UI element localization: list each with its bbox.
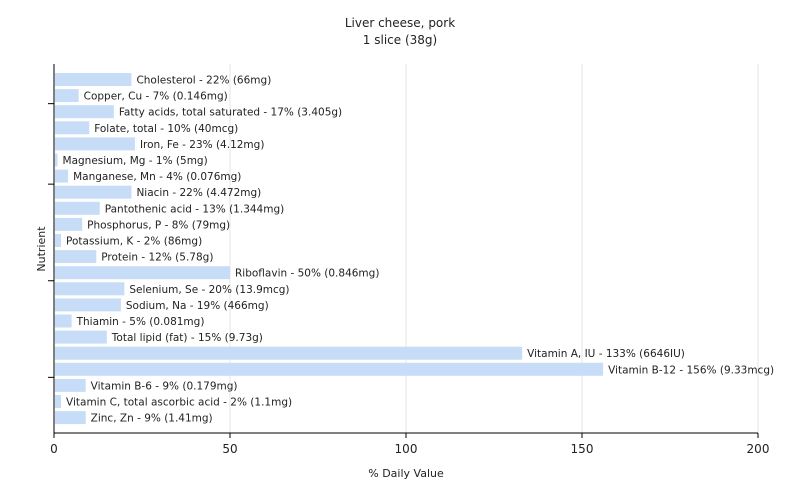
bar-label-20: Vitamin C, total ascorbic acid - 2% (1.1… <box>66 397 292 409</box>
bar-6 <box>55 169 69 183</box>
bar-2 <box>55 105 114 119</box>
bar-15 <box>55 314 72 328</box>
bar-5 <box>55 153 58 167</box>
x-axis-title: % Daily Value <box>368 467 444 480</box>
bar-label-16: Total lipid (fat) - 15% (9.73g) <box>111 332 263 344</box>
bar-8 <box>55 201 100 215</box>
bar-18 <box>55 362 604 376</box>
bar-7 <box>55 185 132 199</box>
x-tick-label-3: 150 <box>571 442 594 456</box>
bar-label-18: Vitamin B-12 - 156% (9.33mcg) <box>608 364 774 376</box>
bar-12 <box>55 266 230 280</box>
bar-14 <box>55 298 121 312</box>
bar-label-6: Manganese, Mn - 4% (0.076mg) <box>73 171 241 183</box>
bar-0 <box>55 73 132 86</box>
bar-label-15: Thiamin - 5% (0.081mg) <box>76 316 205 328</box>
bar-label-14: Sodium, Na - 19% (466mg) <box>126 300 269 312</box>
x-tick-label-1: 50 <box>222 442 237 456</box>
bar-3 <box>55 121 90 135</box>
chart-title: Liver cheese, pork <box>345 16 455 30</box>
bar-label-7: Niacin - 22% (4.472mg) <box>136 187 261 199</box>
bar-1 <box>55 89 79 103</box>
bar-20 <box>55 395 62 408</box>
bar-label-10: Potassium, K - 2% (86mg) <box>66 236 202 248</box>
y-axis-title: Nutrient <box>35 226 48 272</box>
bar-label-5: Magnesium, Mg - 1% (5mg) <box>63 155 208 167</box>
bar-label-1: Copper, Cu - 7% (0.146mg) <box>84 91 228 103</box>
bar-10 <box>55 234 62 247</box>
bar-9 <box>55 217 83 231</box>
bar-label-8: Pantothenic acid - 13% (1.344mg) <box>105 203 284 215</box>
bar-label-17: Vitamin A, IU - 133% (6646IU) <box>527 348 685 360</box>
bar-label-13: Selenium, Se - 20% (13.9mcg) <box>129 284 289 296</box>
x-tick-label-4: 200 <box>747 442 770 456</box>
bar-21 <box>55 411 86 425</box>
bar-17 <box>55 346 523 360</box>
bar-label-4: Iron, Fe - 23% (4.12mg) <box>140 139 264 151</box>
bar-16 <box>55 330 107 344</box>
bar-19 <box>55 378 86 392</box>
bar-11 <box>55 250 97 264</box>
x-tick-label-0: 0 <box>50 442 58 456</box>
bar-label-9: Phosphorus, P - 8% (79mg) <box>87 219 230 231</box>
bar-label-12: Riboflavin - 50% (0.846mg) <box>235 268 379 280</box>
bar-4 <box>55 137 135 151</box>
axes: 0 50 100 150 200 <box>48 64 769 456</box>
bar-label-19: Vitamin B-6 - 9% (0.179mg) <box>91 380 238 392</box>
chart-subtitle: 1 slice (38g) <box>363 33 437 47</box>
bars: Cholesterol - 22% (66mg) Copper, Cu - 7% … <box>55 73 774 425</box>
bar-label-0: Cholesterol - 22% (66mg) <box>136 75 271 87</box>
bar-label-21: Zinc, Zn - 9% (1.41mg) <box>91 413 213 425</box>
bar-label-2: Fatty acids, total saturated - 17% (3.40… <box>119 107 342 119</box>
gridlines <box>229 64 759 433</box>
x-tick-label-2: 100 <box>395 442 418 456</box>
bar-13 <box>55 282 125 296</box>
bar-label-11: Protein - 12% (5.78g) <box>101 252 213 264</box>
bar-label-3: Folate, total - 10% (40mcg) <box>94 123 238 135</box>
